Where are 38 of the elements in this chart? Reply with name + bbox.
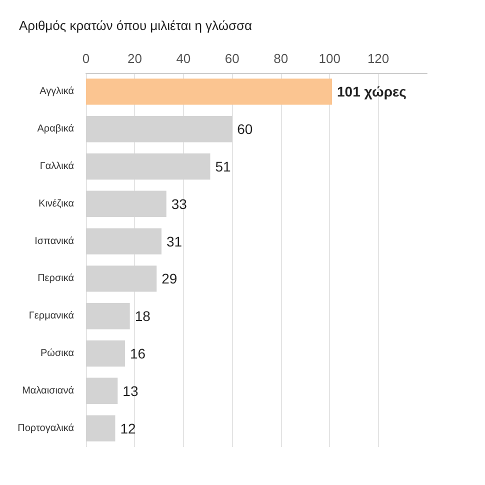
bar (86, 78, 332, 105)
y-tick-label: Ρώσικα (40, 348, 74, 359)
data-label: 33 (171, 196, 188, 212)
data-label: 16 (130, 346, 146, 362)
data-label: 101 χώρες (337, 84, 406, 100)
x-tick-label: 80 (274, 51, 288, 66)
bar (86, 340, 125, 367)
y-tick-label: Μαλαισιανά (22, 385, 74, 396)
y-tick-label: Γαλλικά (40, 161, 74, 172)
data-label: 13 (122, 382, 138, 399)
x-tick-label: 100 (318, 51, 340, 66)
bar (86, 415, 116, 442)
x-tick-label: 0 (82, 51, 90, 66)
bar (86, 228, 162, 254)
bar (86, 378, 118, 404)
y-tick-label: Αγγλικά (40, 86, 74, 98)
bar (86, 153, 210, 180)
y-tick-label: Πορτογαλικά (18, 422, 74, 434)
y-tick-label: Γερμανικά (28, 310, 74, 322)
y-tick-label: Περσικά (38, 273, 74, 284)
data-label: 29 (162, 270, 178, 287)
data-label: 60 (237, 121, 253, 138)
x-tick-label: 120 (367, 51, 390, 66)
y-tick-label: Κινέζικα (38, 198, 74, 210)
x-tick-label: 20 (127, 51, 142, 66)
bar (86, 190, 166, 217)
data-label: 51 (215, 158, 232, 174)
y-tick-label: Αραβικά (37, 124, 74, 135)
chart-title: Αριθμός κρατών όπου μιλιέται η γλώσσα (19, 18, 253, 33)
y-tick-label: Ισπανικά (34, 236, 74, 247)
data-label: 12 (120, 420, 136, 436)
x-tick-label: 60 (224, 51, 240, 66)
data-label: 31 (166, 233, 182, 250)
bar (86, 303, 130, 330)
data-label: 18 (134, 308, 151, 324)
x-tick-label: 40 (176, 51, 191, 66)
bar (86, 266, 157, 292)
bar (86, 116, 232, 142)
